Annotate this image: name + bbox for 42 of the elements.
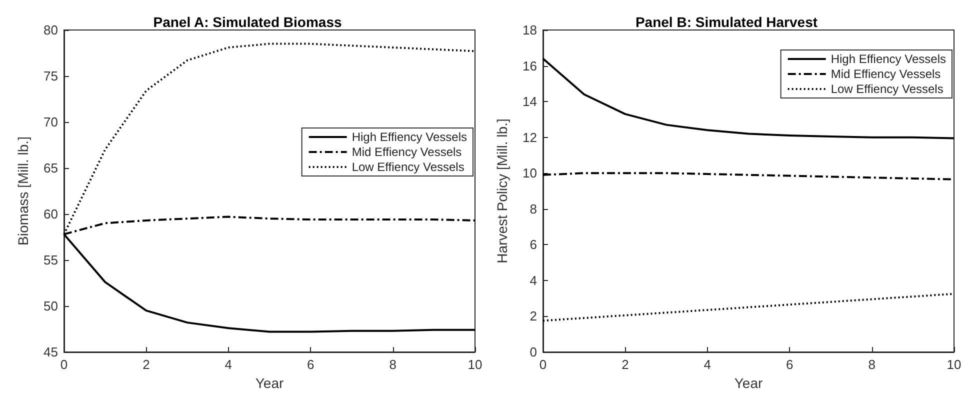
y-tick-label: 6 — [530, 237, 537, 252]
y-tick-label: 45 — [44, 344, 58, 360]
x-tick-label: 6 — [786, 357, 794, 372]
y-tick-label: 50 — [44, 298, 58, 314]
y-tick-label: 12 — [522, 130, 537, 145]
x-tick-label: 8 — [389, 357, 396, 372]
x-tick-label: 6 — [306, 357, 314, 372]
y-tick-label: 70 — [44, 114, 58, 130]
x-tick-label: 4 — [224, 357, 232, 372]
legend-label: Low Effiency Vessels — [830, 82, 944, 96]
y-tick-label: 2 — [530, 308, 537, 324]
y-tick-label: 60 — [44, 206, 58, 222]
x-tick-label: 10 — [946, 357, 962, 372]
legend-label: Mid Effiency Vessels — [352, 145, 462, 159]
y-axis-title: Biomass [Mill. lb.] — [15, 136, 31, 246]
x-tick-label: 0 — [60, 357, 68, 372]
y-tick-label: 8 — [530, 201, 537, 216]
x-axis-title: Year — [734, 375, 763, 391]
x-tick-label: 2 — [622, 357, 629, 372]
y-axis-title: Harvest Policy [Mill. lb.] — [494, 118, 510, 264]
y-tick-label: 80 — [44, 22, 58, 38]
y-tick-label: 65 — [44, 160, 58, 176]
legend-label: High Effiency Vessels — [830, 52, 946, 66]
x-tick-label: 4 — [704, 357, 712, 372]
y-tick-label: 14 — [522, 94, 537, 110]
y-tick-label: 4 — [530, 272, 537, 288]
legend-label: High Effiency Vessels — [352, 130, 467, 144]
x-axis-title: Year — [255, 375, 284, 391]
y-tick-label: 10 — [522, 166, 537, 181]
x-tick-label: 2 — [142, 357, 150, 372]
y-tick-label: 16 — [522, 58, 537, 74]
y-tick-label: 18 — [522, 22, 537, 38]
legend-label: Mid Effiency Vessels — [830, 67, 941, 81]
x-tick-label: 0 — [539, 357, 547, 372]
chart-title: Panel B: Simulated Harvest — [635, 14, 818, 30]
y-tick-label: 55 — [44, 252, 58, 268]
legend-label: Low Effiency Vessels — [352, 160, 464, 174]
y-tick-label: 0 — [530, 344, 537, 360]
chart-title: Panel A: Simulated Biomass — [153, 14, 342, 30]
x-tick-label: 8 — [868, 357, 876, 372]
x-tick-label: 10 — [468, 357, 482, 372]
y-tick-label: 75 — [44, 68, 58, 84]
